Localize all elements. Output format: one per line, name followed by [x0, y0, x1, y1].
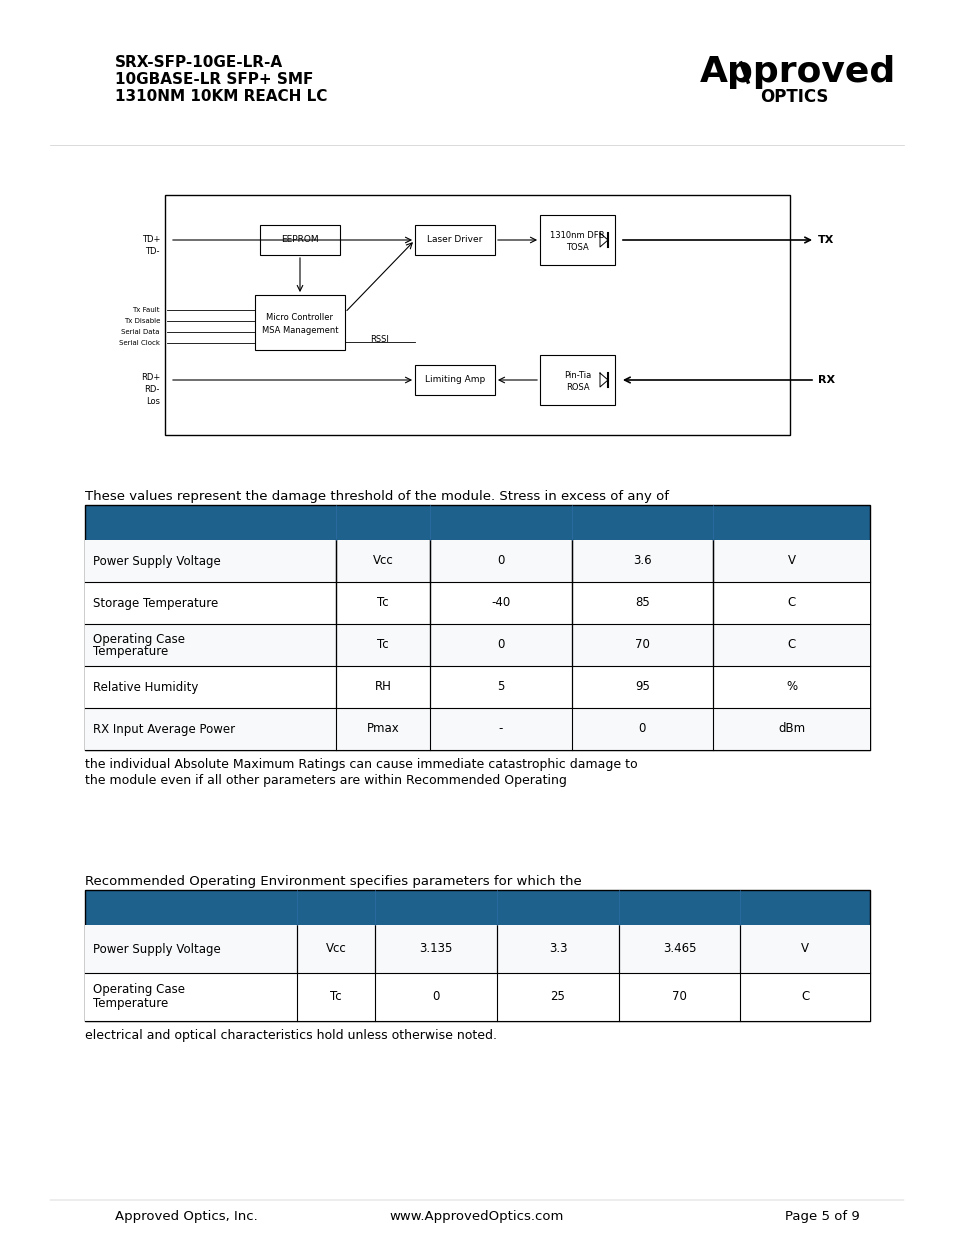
Text: Page 5 of 9: Page 5 of 9 — [784, 1210, 859, 1223]
Text: These values represent the damage threshold of the module. Stress in excess of a: These values represent the damage thresh… — [85, 490, 668, 503]
Text: Laser Driver: Laser Driver — [427, 236, 482, 245]
Text: 10GBASE-LR SFP+ SMF: 10GBASE-LR SFP+ SMF — [115, 72, 313, 86]
Text: 0: 0 — [638, 722, 645, 736]
Text: OPTICS: OPTICS — [760, 88, 827, 106]
Bar — [85, 624, 869, 666]
Text: Operating Case: Operating Case — [92, 983, 185, 997]
Bar — [415, 225, 495, 254]
Text: RD+: RD+ — [141, 373, 160, 383]
Text: 25: 25 — [550, 990, 565, 1004]
Text: RSSI: RSSI — [370, 336, 389, 345]
Text: 95: 95 — [635, 680, 649, 694]
Text: 0: 0 — [497, 555, 504, 568]
Text: TD+: TD+ — [141, 236, 160, 245]
Text: -: - — [498, 722, 503, 736]
Text: 3.3: 3.3 — [548, 942, 567, 956]
Bar — [85, 973, 869, 1021]
Bar — [254, 295, 345, 350]
Text: RH: RH — [375, 680, 392, 694]
Text: -40: -40 — [491, 597, 510, 610]
Text: C: C — [786, 597, 795, 610]
Text: Pmax: Pmax — [367, 722, 399, 736]
Text: Tx Fault: Tx Fault — [132, 308, 160, 312]
Bar — [165, 195, 789, 435]
Text: 85: 85 — [635, 597, 649, 610]
Text: RX Input Average Power: RX Input Average Power — [92, 722, 234, 736]
Text: %: % — [785, 680, 796, 694]
Text: Vcc: Vcc — [326, 942, 346, 956]
Text: Operating Case: Operating Case — [92, 632, 185, 646]
Text: RX: RX — [817, 375, 834, 385]
Text: Serial Clock: Serial Clock — [119, 340, 160, 346]
Text: 5: 5 — [497, 680, 504, 694]
Text: dBm: dBm — [777, 722, 804, 736]
Text: 1310nm DFB: 1310nm DFB — [550, 231, 604, 240]
Text: Tc: Tc — [377, 597, 389, 610]
Text: Los: Los — [146, 398, 160, 406]
Bar — [85, 890, 869, 1021]
Text: 70: 70 — [635, 638, 649, 652]
Text: Power Supply Voltage: Power Supply Voltage — [92, 942, 220, 956]
Bar — [85, 540, 869, 582]
Text: electrical and optical characteristics hold unless otherwise noted.: electrical and optical characteristics h… — [85, 1029, 497, 1042]
Text: 0: 0 — [497, 638, 504, 652]
Text: 3.135: 3.135 — [419, 942, 453, 956]
Bar — [85, 505, 869, 540]
Text: Tc: Tc — [377, 638, 389, 652]
Bar — [85, 925, 869, 973]
Text: Pin-Tia: Pin-Tia — [563, 370, 591, 379]
Text: C: C — [801, 990, 808, 1004]
Text: V: V — [786, 555, 795, 568]
Text: www.ApprovedOptics.com: www.ApprovedOptics.com — [390, 1210, 563, 1223]
Text: Serial Data: Serial Data — [121, 329, 160, 335]
Text: the individual Absolute Maximum Ratings can cause immediate catastrophic damage : the individual Absolute Maximum Ratings … — [85, 758, 637, 771]
Text: ROSA: ROSA — [565, 383, 589, 391]
Text: 70: 70 — [672, 990, 686, 1004]
Text: 1310NM 10KM REACH LC: 1310NM 10KM REACH LC — [115, 89, 327, 104]
Bar — [85, 708, 869, 750]
Bar — [85, 890, 869, 925]
Text: Vcc: Vcc — [373, 555, 394, 568]
Text: Tc: Tc — [330, 990, 342, 1004]
Text: C: C — [786, 638, 795, 652]
Text: 3.465: 3.465 — [662, 942, 696, 956]
Bar — [85, 666, 869, 708]
Text: the module even if all other parameters are within Recommended Operating: the module even if all other parameters … — [85, 774, 566, 787]
Bar — [85, 582, 869, 624]
Text: Recommended Operating Environment specifies parameters for which the: Recommended Operating Environment specif… — [85, 876, 581, 888]
Text: Approved Optics, Inc.: Approved Optics, Inc. — [115, 1210, 257, 1223]
Text: V: V — [801, 942, 808, 956]
Text: 0: 0 — [432, 990, 439, 1004]
Text: 3.6: 3.6 — [633, 555, 651, 568]
Text: MSA Management: MSA Management — [261, 326, 338, 335]
Text: Storage Temperature: Storage Temperature — [92, 597, 218, 610]
Text: Approved: Approved — [700, 56, 895, 89]
Text: SRX-SFP-10GE-LR-A: SRX-SFP-10GE-LR-A — [115, 56, 283, 70]
Text: Tx Disable: Tx Disable — [124, 317, 160, 324]
Text: Micro Controller: Micro Controller — [266, 312, 334, 322]
Bar — [539, 354, 615, 405]
Text: Temperature: Temperature — [92, 998, 168, 1010]
Text: Relative Humidity: Relative Humidity — [92, 680, 198, 694]
Text: Temperature: Temperature — [92, 646, 168, 658]
Text: RD-: RD- — [145, 385, 160, 394]
Text: EEPROM: EEPROM — [281, 236, 318, 245]
Text: Power Supply Voltage: Power Supply Voltage — [92, 555, 220, 568]
Text: TX: TX — [817, 235, 834, 245]
Text: TD-: TD- — [146, 247, 160, 257]
Bar — [539, 215, 615, 266]
Text: Limiting Amp: Limiting Amp — [424, 375, 485, 384]
Text: TOSA: TOSA — [565, 242, 588, 252]
Bar — [415, 366, 495, 395]
Bar — [260, 225, 339, 254]
Bar — [85, 505, 869, 750]
